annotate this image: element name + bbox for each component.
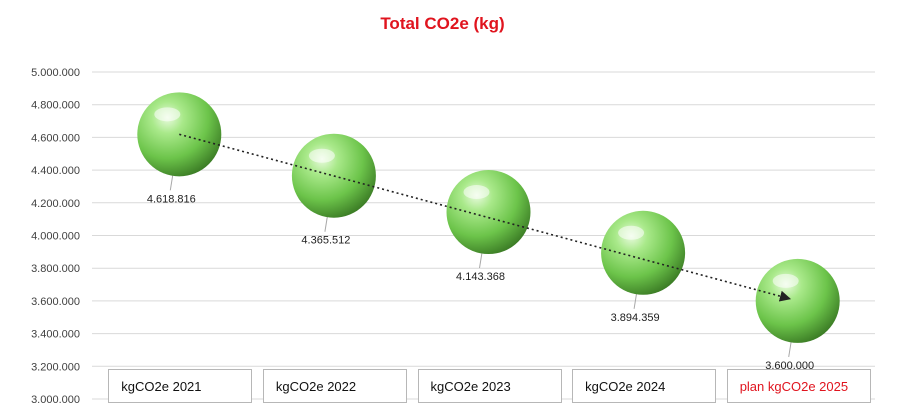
- category-label: kgCO2e 2024: [572, 369, 717, 403]
- data-bubble: [446, 170, 531, 255]
- data-bubble: [755, 258, 840, 343]
- y-tick-label: 3.200.000: [31, 361, 80, 373]
- y-tick-label: 4.400.000: [31, 165, 80, 177]
- bubble-highlight: [308, 148, 335, 163]
- bubble-highlight: [463, 185, 490, 200]
- y-tick-label: 3.400.000: [31, 329, 80, 341]
- data-label: 3.894.359: [611, 312, 660, 324]
- data-label: 4.143.368: [456, 271, 505, 283]
- y-tick-label: 4.000.000: [31, 231, 80, 243]
- bubble-highlight: [618, 225, 645, 240]
- data-label: 4.365.512: [301, 235, 350, 247]
- y-tick-label: 4.600.000: [31, 132, 80, 144]
- category-label: plan kgCO2e 2025: [726, 369, 871, 403]
- chart-title: Total CO2e (kg): [380, 14, 505, 33]
- data-bubble: [601, 210, 686, 295]
- category-label: kgCO2e 2023: [417, 369, 562, 403]
- trend-arrow: [179, 133, 792, 302]
- data-label: 3.600.000: [765, 360, 814, 372]
- category-label: kgCO2e 2021: [108, 369, 253, 403]
- bubble-highlight: [154, 107, 181, 122]
- y-tick-label: 4.800.000: [31, 100, 80, 112]
- bubble-highlight: [772, 273, 799, 288]
- y-tick-label: 3.000.000: [31, 394, 80, 406]
- data-label: 4.618.816: [147, 193, 196, 205]
- category-label: kgCO2e 2022: [262, 369, 407, 403]
- y-tick-label: 3.800.000: [31, 263, 80, 275]
- y-tick-label: 4.200.000: [31, 198, 80, 210]
- y-tick-label: 5.000.000: [31, 67, 80, 79]
- y-tick-label: 3.600.000: [31, 296, 80, 308]
